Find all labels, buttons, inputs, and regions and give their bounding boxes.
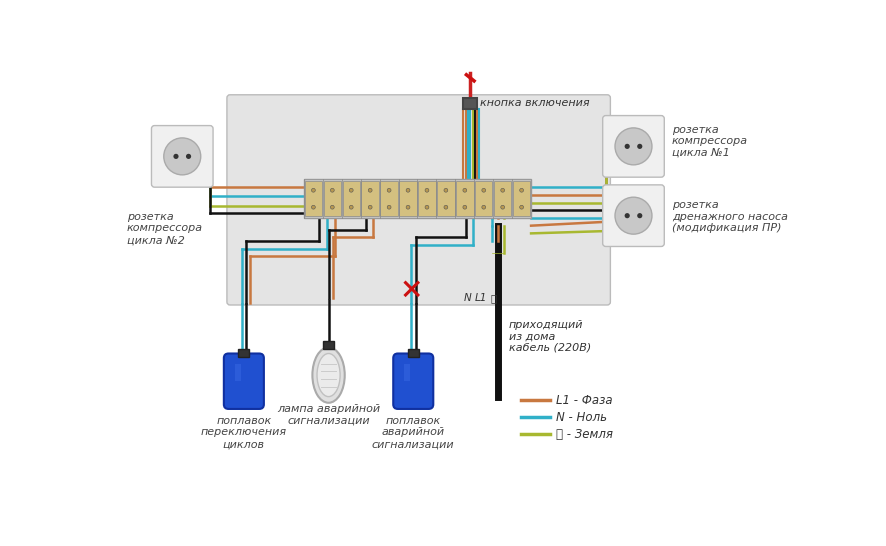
Bar bbox=[304, 180, 531, 218]
Circle shape bbox=[387, 188, 391, 192]
Circle shape bbox=[330, 188, 334, 192]
FancyBboxPatch shape bbox=[602, 185, 664, 246]
Bar bbox=[305, 181, 323, 216]
Circle shape bbox=[501, 205, 505, 209]
Circle shape bbox=[615, 128, 652, 165]
Text: поплавок
переключения
циклов: поплавок переключения циклов bbox=[201, 416, 287, 449]
Circle shape bbox=[425, 188, 429, 192]
Bar bbox=[323, 341, 334, 349]
Bar bbox=[418, 181, 436, 216]
Text: поплавок
аварийной
сигнализации: поплавок аварийной сигнализации bbox=[372, 416, 455, 449]
Circle shape bbox=[164, 138, 201, 175]
Bar bbox=[238, 349, 249, 357]
FancyBboxPatch shape bbox=[393, 353, 433, 409]
Bar bbox=[437, 181, 455, 216]
Circle shape bbox=[406, 188, 410, 192]
Bar bbox=[494, 181, 511, 216]
Circle shape bbox=[637, 144, 642, 149]
Text: лампа аварийной
сигнализации: лампа аварийной сигнализации bbox=[277, 405, 380, 426]
Text: розетка
дренажного насоса
(модификация ПР): розетка дренажного насоса (модификация П… bbox=[672, 200, 788, 234]
Text: кнопка включения: кнопка включения bbox=[480, 98, 590, 108]
FancyBboxPatch shape bbox=[224, 353, 264, 409]
Circle shape bbox=[520, 188, 524, 192]
Circle shape bbox=[615, 197, 652, 234]
FancyBboxPatch shape bbox=[602, 116, 664, 177]
Text: ⏚ - Земля: ⏚ - Земля bbox=[556, 428, 613, 441]
Circle shape bbox=[425, 205, 429, 209]
Bar bbox=[475, 181, 493, 216]
Text: N - Ноль: N - Ноль bbox=[556, 411, 608, 424]
Text: приходящий
из дома
кабель (220В): приходящий из дома кабель (220В) bbox=[509, 319, 591, 353]
Circle shape bbox=[625, 144, 630, 149]
Circle shape bbox=[406, 205, 410, 209]
Bar bbox=[235, 364, 241, 381]
Bar bbox=[404, 364, 410, 381]
Text: розетка
компрессора
цикла №2: розетка компрессора цикла №2 bbox=[127, 212, 203, 245]
FancyBboxPatch shape bbox=[227, 95, 610, 305]
Circle shape bbox=[501, 188, 505, 192]
Bar bbox=[456, 181, 473, 216]
Circle shape bbox=[186, 154, 191, 159]
Circle shape bbox=[369, 205, 372, 209]
Circle shape bbox=[369, 188, 372, 192]
Circle shape bbox=[482, 205, 486, 209]
Circle shape bbox=[625, 213, 630, 218]
Text: N: N bbox=[463, 293, 471, 303]
Text: L1 - Фаза: L1 - Фаза bbox=[556, 394, 613, 407]
Text: ⏚: ⏚ bbox=[490, 293, 496, 303]
Bar bbox=[380, 181, 398, 216]
Circle shape bbox=[312, 188, 315, 192]
Text: L1: L1 bbox=[475, 293, 487, 303]
Circle shape bbox=[387, 205, 391, 209]
Ellipse shape bbox=[317, 353, 340, 396]
Bar bbox=[361, 181, 379, 216]
Circle shape bbox=[330, 205, 334, 209]
Circle shape bbox=[637, 213, 642, 218]
Circle shape bbox=[482, 188, 486, 192]
Circle shape bbox=[444, 205, 447, 209]
Bar bbox=[463, 98, 478, 109]
Bar bbox=[343, 181, 360, 216]
Circle shape bbox=[349, 205, 354, 209]
FancyBboxPatch shape bbox=[152, 126, 213, 187]
Circle shape bbox=[312, 205, 315, 209]
Text: розетка
компрессора
цикла №1: розетка компрессора цикла №1 bbox=[672, 125, 748, 158]
Circle shape bbox=[349, 188, 354, 192]
Bar bbox=[323, 181, 341, 216]
Circle shape bbox=[462, 188, 467, 192]
Bar bbox=[400, 181, 416, 216]
Circle shape bbox=[462, 205, 467, 209]
Bar bbox=[408, 349, 419, 357]
Circle shape bbox=[444, 188, 447, 192]
Ellipse shape bbox=[313, 347, 345, 403]
Circle shape bbox=[520, 205, 524, 209]
Bar bbox=[513, 181, 531, 216]
Circle shape bbox=[174, 154, 179, 159]
